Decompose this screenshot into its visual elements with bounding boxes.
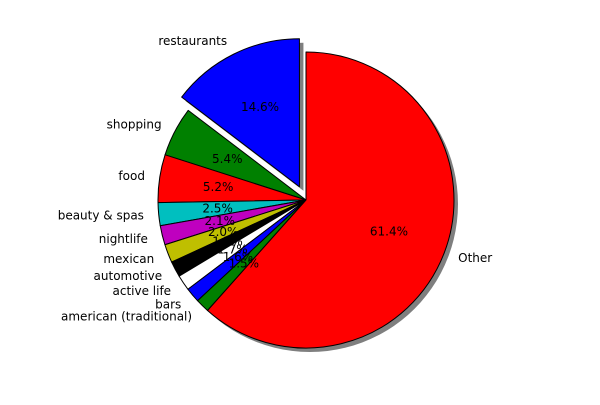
wedge-layer xyxy=(157,38,455,349)
slice-label-food: food xyxy=(118,169,145,183)
slice-label-beauty-spas: beauty & spas xyxy=(58,209,144,223)
slice-pct-restaurants: 14.6% xyxy=(241,100,279,114)
slice-pct-mexican: 2.0% xyxy=(208,225,239,239)
slice-pct-food: 5.2% xyxy=(203,180,234,194)
slice-pct-bars: 1.6% xyxy=(223,250,254,264)
slice-label-other: Other xyxy=(458,251,492,265)
label-layer: restaurants 14.6% shopping 5.4% food 5.2% beau… xyxy=(58,34,493,323)
slice-pct-nightlife: 2.1% xyxy=(205,214,236,228)
slice-label-nightlife: nightlife xyxy=(99,232,148,246)
slice-pct-beauty-spas: 2.5% xyxy=(202,202,233,216)
slice-label-mexican: mexican xyxy=(103,252,154,266)
slice-label-bars: bars xyxy=(155,298,181,312)
slice-label-restaurants: restaurants xyxy=(158,34,227,48)
slice-pct-other: 61.4% xyxy=(370,225,408,239)
slice-pct-american-traditional: 1.5% xyxy=(229,256,260,270)
slice-restaurants xyxy=(181,38,300,188)
slice-pct-active-life: 1.7% xyxy=(217,243,248,257)
slice-label-active-life: active life xyxy=(113,284,172,298)
slice-pct-automotive: 1.7% xyxy=(212,235,243,249)
slice-label-automotive: automotive xyxy=(94,269,163,283)
slice-label-shopping: shopping xyxy=(107,118,162,132)
slice-pct-shopping: 5.4% xyxy=(212,152,243,166)
slice-label-american-traditional: american (traditional) xyxy=(61,309,192,323)
slice-other xyxy=(207,51,455,349)
